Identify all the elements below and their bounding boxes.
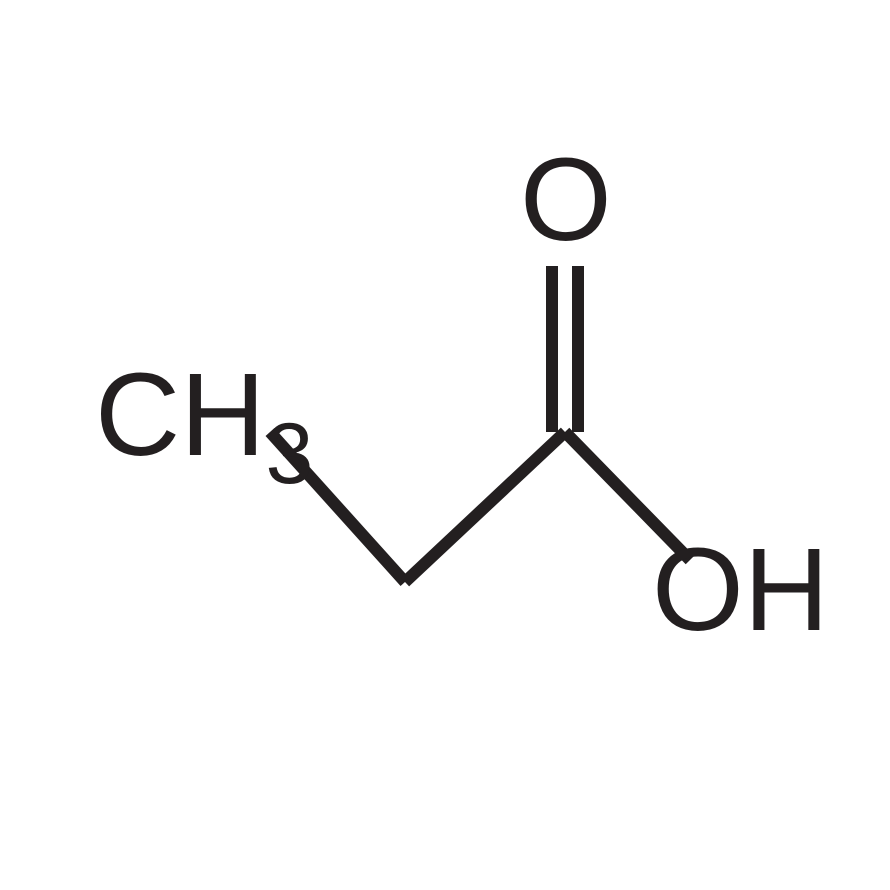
molecule-diagram: CH3 O OH [0,0,890,890]
bonds-layer [270,266,690,582]
labels-layer: CH3 O OH [95,134,829,656]
ch3-label: CH3 [95,349,313,502]
hydroxyl-label: OH [652,524,829,656]
carbonyl-oxygen-label: O [520,134,612,266]
